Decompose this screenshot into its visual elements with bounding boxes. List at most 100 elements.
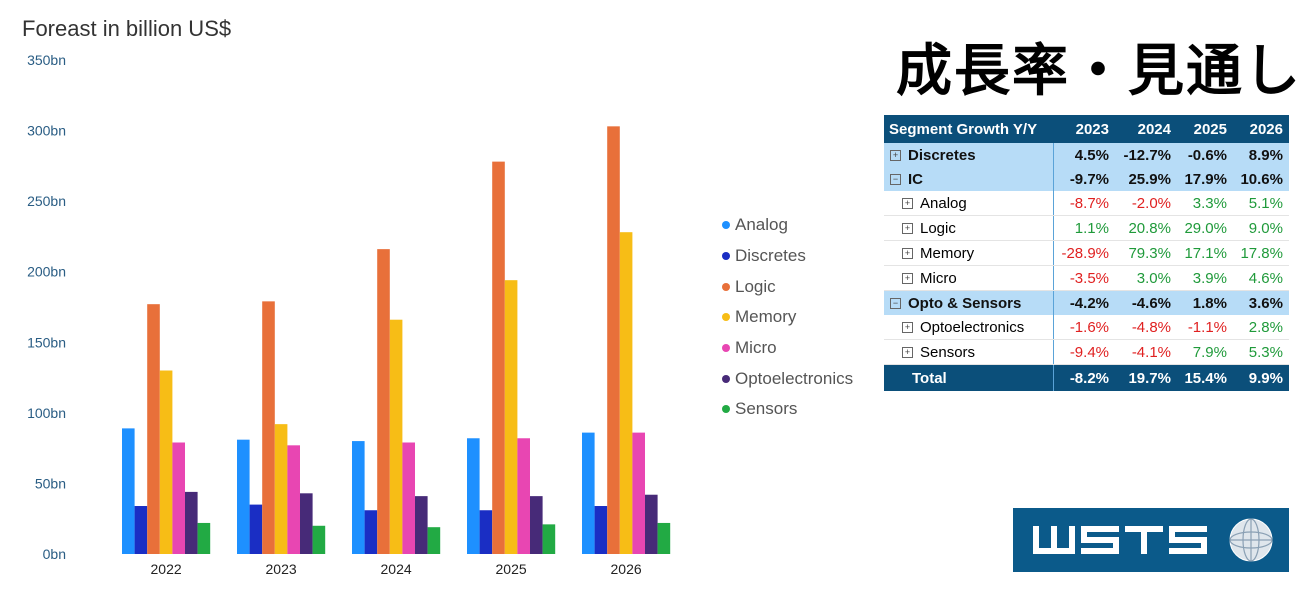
growth-value: 25.9%: [1115, 167, 1177, 191]
expand-icon[interactable]: +: [902, 322, 913, 334]
legend-dot-icon: [722, 344, 730, 353]
table-row-micro: + Micro -3.5% 3.0% 3.9% 4.6%: [884, 265, 1289, 291]
expand-icon[interactable]: +: [902, 273, 913, 285]
x-tick-label: 2022: [151, 561, 182, 577]
header-year-2024[interactable]: 2024: [1115, 115, 1177, 143]
growth-value: -4.2%: [1053, 290, 1115, 315]
legend-dot-icon: [722, 405, 730, 414]
segment-cell: + Sensors: [884, 339, 1054, 365]
segment-label: Analog: [920, 194, 967, 212]
bar-memory-2023: [274, 424, 288, 554]
growth-value: 10.6%: [1233, 167, 1289, 191]
growth-value: -28.9%: [1053, 240, 1115, 266]
table-row-total: Total -8.2% 19.7% 15.4% 9.9%: [884, 364, 1289, 391]
bar-analog-2026: [582, 432, 595, 554]
segment-cell: − Opto & Sensors: [884, 290, 1054, 315]
growth-value: 20.8%: [1115, 215, 1177, 241]
wsts-logo: [1013, 508, 1289, 572]
table-row-sensors: + Sensors -9.4% -4.1% 7.9% 5.3%: [884, 339, 1289, 365]
table-row-optoelectronics: + Optoelectronics -1.6% -4.8% -1.1% 2.8%: [884, 315, 1289, 340]
bar-memory-2022: [159, 370, 173, 554]
expand-icon[interactable]: +: [902, 198, 913, 210]
header-year-2026[interactable]: 2026: [1233, 115, 1289, 143]
growth-value: 2.8%: [1233, 315, 1289, 340]
bar-sensors-2023: [312, 525, 326, 554]
y-tick-label: 200bn: [27, 264, 66, 280]
growth-value: 3.0%: [1115, 265, 1177, 291]
bar-logic-2022: [147, 304, 160, 554]
bar-discretes-2025: [479, 510, 493, 554]
growth-value: -4.1%: [1115, 339, 1177, 365]
chart-title: Foreast in billion US$: [22, 16, 232, 41]
header-year-2025[interactable]: 2025: [1177, 115, 1233, 143]
bar-logic-2023: [262, 301, 275, 554]
growth-value: -1.1%: [1177, 315, 1233, 340]
growth-value: -12.7%: [1115, 143, 1177, 167]
segment-label: IC: [908, 170, 923, 188]
segment-cell: − IC: [884, 167, 1054, 191]
growth-value: -2.0%: [1115, 191, 1177, 216]
x-tick-label: 2024: [381, 561, 412, 577]
segment-growth-table: Segment Growth Y/Y 2023 2024 2025 2026 + Disc…: [884, 115, 1289, 391]
bar-discretes-2023: [249, 504, 263, 554]
growth-value: -1.6%: [1053, 315, 1115, 340]
table-row-analog: + Analog -8.7% -2.0% 3.3% 5.1%: [884, 191, 1289, 216]
segment-cell: + Memory: [884, 240, 1054, 266]
y-tick-label: 250bn: [27, 193, 66, 209]
growth-value: 3.6%: [1233, 290, 1289, 315]
legend-label: Sensors: [735, 399, 798, 419]
growth-value: 5.3%: [1233, 339, 1289, 365]
legend-item[interactable]: Micro: [722, 333, 853, 364]
y-tick-label: 350bn: [27, 52, 66, 68]
header-year-2023[interactable]: 2023: [1053, 115, 1115, 143]
growth-value: -0.6%: [1177, 143, 1233, 167]
expand-icon[interactable]: +: [902, 248, 913, 260]
bar-optoelectronics-2024: [415, 496, 428, 554]
legend-label: Micro: [735, 338, 777, 358]
y-tick-label: 100bn: [27, 405, 66, 421]
bar-analog-2025: [467, 438, 480, 554]
legend-item[interactable]: Analog: [722, 210, 853, 241]
legend-label: Optoelectronics: [735, 368, 854, 388]
segment-label: Optoelectronics: [920, 318, 1025, 336]
table-row-ic: − IC -9.7% 25.9% 17.9% 10.6%: [884, 167, 1289, 191]
x-tick-label: 2026: [611, 561, 642, 577]
chart-legend: Analog Discretes Logic Memory Micro Optoelect…: [722, 210, 853, 425]
legend-item[interactable]: Logic: [722, 271, 853, 302]
legend-label: Analog: [735, 215, 788, 235]
growth-value: 5.1%: [1233, 191, 1289, 216]
growth-value: 9.9%: [1233, 364, 1289, 391]
bar-memory-2025: [504, 280, 518, 554]
legend-dot-icon: [722, 313, 730, 322]
expand-icon[interactable]: +: [902, 223, 913, 235]
legend-item[interactable]: Discretes: [722, 241, 853, 272]
legend-label: Discretes: [735, 246, 806, 266]
segment-cell: + Discretes: [884, 143, 1054, 167]
header-segment[interactable]: Segment Growth Y/Y: [884, 115, 1053, 143]
table-row-discretes: + Discretes 4.5% -12.7% -0.6% 8.9%: [884, 143, 1289, 167]
collapse-icon[interactable]: −: [890, 174, 901, 186]
y-tick-label: 0bn: [43, 546, 66, 562]
segment-label: Sensors: [920, 343, 976, 361]
bar-memory-2024: [389, 319, 403, 554]
bar-discretes-2026: [594, 506, 608, 554]
growth-value: -8.2%: [1053, 364, 1115, 391]
bar-sensors-2026: [657, 522, 671, 554]
bar-sensors-2025: [542, 524, 556, 554]
growth-value: -3.5%: [1053, 265, 1115, 291]
growth-value: 1.8%: [1177, 290, 1233, 315]
legend-item[interactable]: Sensors: [722, 394, 853, 425]
legend-item[interactable]: Optoelectronics: [722, 363, 853, 394]
legend-dot-icon: [722, 252, 730, 261]
bar-logic-2025: [492, 161, 505, 554]
legend-item[interactable]: Memory: [722, 302, 853, 333]
bar-analog-2022: [122, 428, 135, 554]
bar-optoelectronics-2026: [645, 494, 658, 554]
collapse-icon[interactable]: −: [890, 298, 901, 310]
expand-icon[interactable]: +: [902, 347, 913, 359]
expand-icon[interactable]: +: [890, 150, 901, 162]
table-row-opto-sensors: − Opto & Sensors -4.2% -4.6% 1.8% 3.6%: [884, 290, 1289, 315]
segment-cell: Total: [884, 364, 1054, 391]
bar-analog-2024: [352, 441, 365, 554]
bar-discretes-2022: [134, 506, 148, 554]
